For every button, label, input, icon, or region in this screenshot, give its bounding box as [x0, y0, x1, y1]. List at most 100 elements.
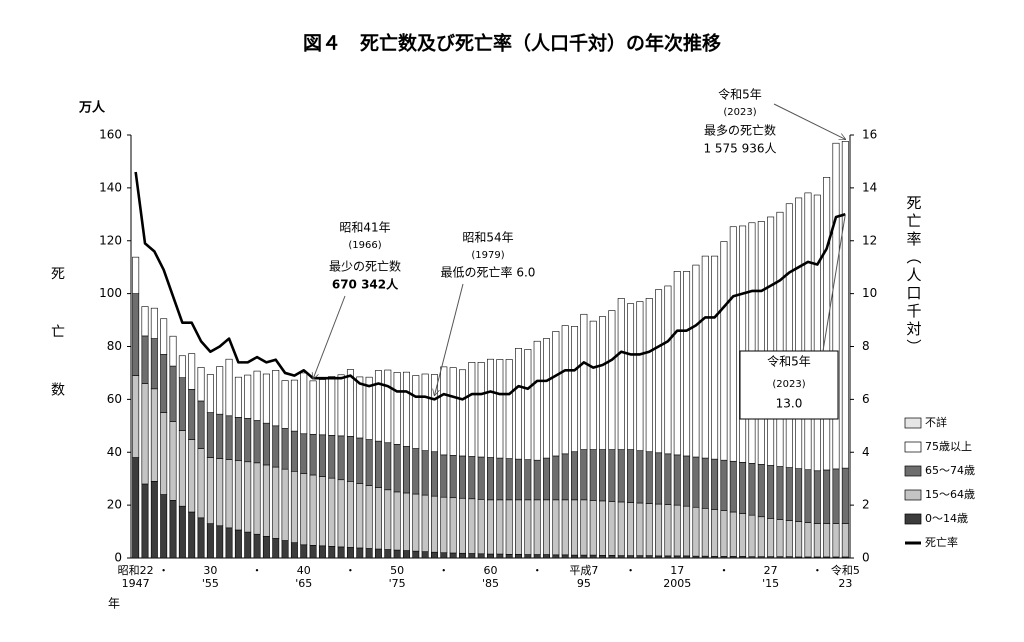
bar-segment [346, 481, 354, 548]
bar-segment [496, 499, 504, 555]
bar-segment [487, 358, 494, 458]
bar-segment [468, 498, 476, 554]
x-tick-sublabel: 1947 [122, 577, 150, 590]
bar-segment [701, 255, 709, 459]
y2-tick-label: 4 [862, 445, 870, 459]
bar-segment [636, 450, 644, 504]
bar-segment [328, 477, 336, 547]
bar-segment [543, 554, 551, 559]
bar-segment [655, 503, 663, 557]
bar-segment [505, 553, 513, 559]
bar-segment [580, 499, 588, 556]
bar-segment [141, 383, 149, 485]
bar-segment [589, 320, 597, 450]
y-tick-label: 60 [107, 392, 122, 406]
bar-segment [813, 523, 821, 558]
bar-segment [589, 500, 597, 556]
bar-segment [244, 374, 252, 419]
bar-segment [533, 554, 541, 559]
bar-segment [468, 362, 476, 457]
x-tick-label: 30 [203, 564, 217, 577]
rate-line [134, 171, 846, 401]
bar-segment [169, 335, 177, 367]
bar-segment [206, 523, 214, 559]
bar-segment [365, 485, 373, 549]
bar-segment [402, 492, 410, 551]
annotation-text: (2023) [723, 107, 756, 118]
bar-segment [505, 499, 513, 555]
bar-segment [178, 377, 186, 431]
y-tick-label: 80 [107, 339, 122, 353]
legend-label: 65～74歳 [925, 464, 975, 477]
bar-segment [655, 289, 663, 454]
annotation-text: 昭和41年 [339, 221, 390, 235]
x-tick-label: 17 [670, 564, 684, 577]
bar-segment [430, 451, 438, 497]
bar-segment [729, 460, 737, 513]
bar-segment [393, 372, 401, 445]
bar-segment [617, 555, 625, 559]
bar-segment [393, 549, 401, 559]
bar-segment [645, 503, 653, 556]
bar-segment [739, 461, 747, 514]
bar-segment [692, 506, 700, 557]
legend-swatch [904, 489, 922, 501]
x-tick-sublabel: 95 [577, 577, 591, 590]
bar-segment [729, 511, 737, 557]
bar-segment [253, 462, 261, 535]
bar-segment [328, 435, 336, 479]
bar-segment [402, 371, 410, 447]
x-tick-label: ・ [532, 564, 543, 577]
bar-segment [197, 400, 205, 449]
bar-segment [430, 495, 438, 553]
bar-segment [356, 437, 364, 484]
x-tick-label: ・ [812, 564, 823, 577]
bar-segment [533, 499, 541, 555]
bar-segment [487, 457, 494, 501]
bar-segment [804, 469, 812, 523]
bar-segment [309, 380, 317, 435]
bar-segment [216, 525, 224, 559]
y2-tick-label: 8 [862, 339, 870, 353]
bar-segment [776, 519, 784, 557]
bar-segment [150, 481, 158, 559]
bar-segment [365, 376, 373, 440]
bar-segment [804, 522, 812, 558]
bar-segment [150, 338, 158, 390]
bar-segment [318, 545, 326, 559]
bar-segment [832, 523, 840, 558]
x-tick-label: ・ [252, 564, 263, 577]
bar-segment [552, 331, 560, 457]
bar-segment [169, 365, 177, 422]
bar-segment [412, 375, 420, 449]
bar-segment [318, 476, 326, 547]
annotation-text: 令和5年 [767, 354, 811, 369]
bar-segment [225, 415, 233, 460]
bar-segment [459, 552, 466, 559]
x-tick-label: 40 [297, 564, 311, 577]
annotation-text: 最多の死亡数 [704, 123, 776, 138]
bar-segment [216, 366, 224, 415]
bar-segment [160, 494, 168, 559]
y-tick-label: 160 [99, 128, 122, 142]
annotation-text: 13.0 [776, 397, 803, 411]
bar-segment [384, 489, 392, 550]
y-tick-label: 140 [99, 180, 122, 194]
legend-label: 75歳以上 [925, 440, 972, 453]
bar-segment [589, 554, 597, 559]
bar-segment [795, 468, 803, 522]
bar-segment [449, 455, 457, 499]
bar-segment [673, 454, 681, 506]
bar-segment [515, 348, 522, 460]
bar-segment [767, 216, 775, 466]
bar-segment [262, 464, 270, 537]
bar-segment [402, 550, 410, 559]
bar-segment [505, 458, 513, 501]
y-tick-label: 20 [107, 498, 122, 512]
bar-segment [599, 500, 607, 556]
bar-segment [150, 307, 158, 339]
bar-segment [337, 479, 345, 548]
bar-segment [785, 520, 793, 557]
bar-segment [169, 500, 177, 559]
